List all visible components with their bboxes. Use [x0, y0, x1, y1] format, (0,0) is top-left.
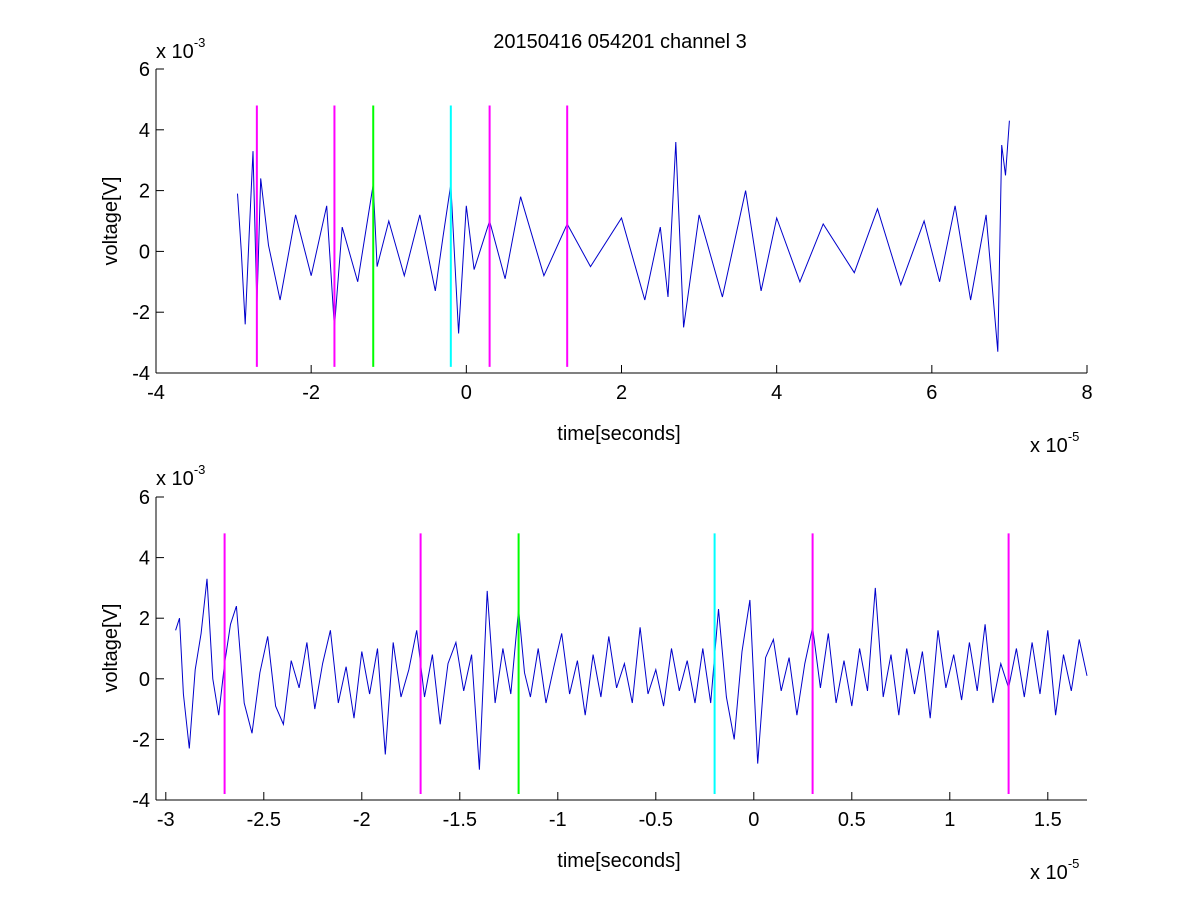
top-plot-axes: -4 -2 0 2 4 6 8 -4 -2 0 2 4 6 time[seconds] voltage…: [100, 35, 1093, 457]
bottom-plot-xtick-label: 1: [944, 809, 955, 831]
bottom-plot-ytick-label: 2: [139, 608, 150, 630]
bottom-plot-xtick-labels: -3 -2.5 -2 -1.5 -1 -0.5 0 0.5 1 1.5: [157, 809, 1062, 831]
top-plot-ytick-label: -4: [132, 363, 150, 385]
bottom-plot-ytick-labels: -4 -2 0 2 4 6: [132, 487, 150, 812]
bottom-plot-xtick-label: 1.5: [1034, 809, 1062, 831]
top-plot-ytick-labels: -4 -2 0 2 4 6: [132, 59, 150, 385]
top-plot-y-exponent-base: x 10: [156, 41, 194, 63]
bottom-plot-xtick-label: -2.5: [247, 809, 281, 831]
top-plot-xtick-label: -4: [147, 382, 165, 404]
top-plot-xtick-label: 2: [616, 382, 627, 404]
bottom-plot-signal-line: [175, 578, 1088, 770]
top-plot-xtick-label: 4: [771, 382, 782, 404]
top-plot-ytick-label: -2: [132, 302, 150, 324]
top-plot-ytick-label: 6: [139, 59, 150, 81]
top-plot-xlabel: time[seconds]: [557, 423, 680, 445]
bottom-plot-y-exponent-power: -3: [194, 462, 206, 477]
bottom-plot-xtick-label: -1: [549, 809, 567, 831]
bottom-plot-ytick-label: 4: [139, 548, 150, 570]
bottom-plot-ytick-label: 0: [139, 669, 150, 691]
bottom-plot-ytick-label: 6: [139, 487, 150, 509]
figure-title: 20150416 054201 channel 3: [493, 31, 747, 53]
bottom-plot-xtick-label: -1.5: [443, 809, 477, 831]
bottom-plot-axes: -3 -2.5 -2 -1.5 -1 -0.5 0 0.5 1 1.5 -4 -2 0 2 4 6 time…: [100, 462, 1088, 884]
top-plot-xtick-label: 6: [926, 382, 937, 404]
bottom-plot-xtick-label: 0: [748, 809, 759, 831]
top-plot-ytick-label: 0: [139, 241, 150, 263]
top-plot-x-exponent-power: -5: [1068, 429, 1080, 444]
top-plot-signal-line: [237, 120, 1010, 352]
bottom-plot-marker-lines: [223, 533, 1010, 794]
top-plot-y-exponent-power: -3: [194, 35, 206, 50]
top-plot-y-exponent: x 10-3: [156, 35, 205, 63]
bottom-plot-xtick-label: 0.5: [838, 809, 866, 831]
bottom-plot-y-exponent-base: x 10: [156, 468, 194, 490]
top-plot-xtick-label: -2: [302, 382, 320, 404]
bottom-plot-xlabel: time[seconds]: [557, 850, 680, 872]
bottom-plot-frame: [155, 496, 1087, 801]
top-plot-marker-lines: [255, 105, 569, 367]
bottom-plot-y-exponent: x 10-3: [156, 462, 205, 490]
bottom-plot-x-exponent: x 10-5: [1030, 856, 1079, 884]
bottom-plot-xtick-label: -2: [353, 809, 371, 831]
bottom-plot-xtick-label: -3: [157, 809, 175, 831]
bottom-plot-x-exponent-power: -5: [1068, 856, 1080, 871]
top-plot-xtick-label: 0: [461, 382, 472, 404]
top-plot-ylabel: voltage[V]: [100, 177, 122, 266]
bottom-plot-ytick-label: -4: [132, 790, 150, 812]
top-plot-ytick-label: 2: [139, 181, 150, 203]
top-plot-x-exponent-base: x 10: [1030, 435, 1068, 457]
bottom-plot-ytick-label: -2: [132, 729, 150, 751]
top-plot-ytick-label: 4: [139, 120, 150, 142]
bottom-plot-x-exponent-base: x 10: [1030, 862, 1068, 884]
top-plot-series: [237, 120, 1010, 352]
bottom-plot-ylabel: voltage[V]: [100, 604, 122, 693]
top-plot-xtick-labels: -4 -2 0 2 4 6 8: [147, 382, 1092, 404]
top-plot-x-exponent: x 10-5: [1030, 429, 1079, 457]
top-plot-frame: [155, 68, 1088, 374]
top-plot-xtick-label: 8: [1081, 382, 1092, 404]
bottom-plot-xtick-label: -0.5: [639, 809, 673, 831]
bottom-plot-series: [175, 578, 1088, 770]
